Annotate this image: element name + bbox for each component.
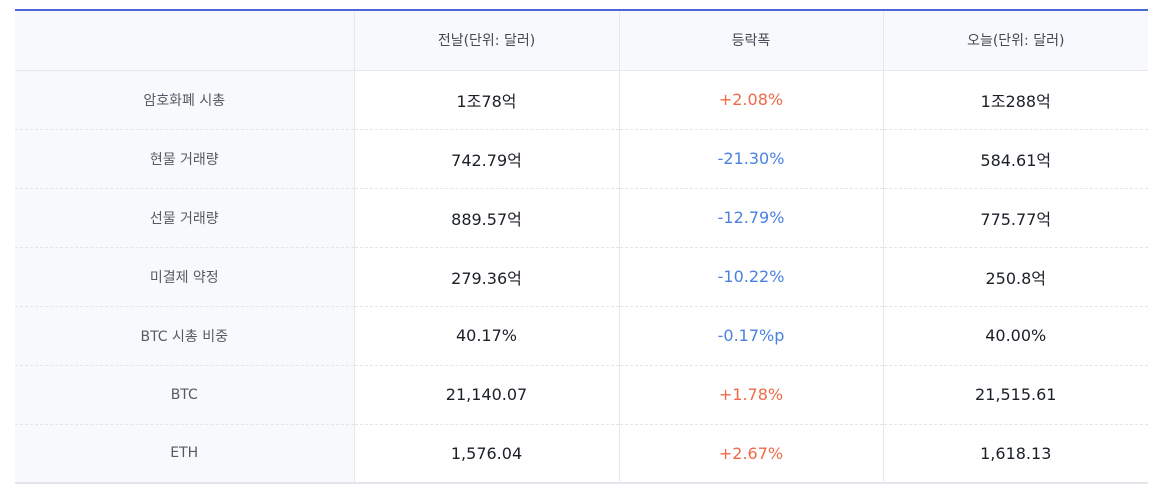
header-prev-day: 전날(단위: 달러)	[353, 10, 619, 71]
row-label: ETH	[15, 424, 354, 484]
row-label: 선물 거래량	[15, 188, 354, 248]
table-row: BTC 21,140.07 +1.78% 21,515.61	[15, 365, 1148, 425]
prev-value: 889.57억	[353, 188, 619, 248]
header-today: 오늘(단위: 달러)	[882, 10, 1148, 71]
today-value: 21,515.61	[882, 365, 1148, 425]
today-value: 584.61억	[882, 129, 1148, 189]
table-row: 미결제 약정 279.36억 -10.22% 250.8억	[15, 247, 1148, 307]
prev-value: 1,576.04	[353, 424, 619, 484]
row-label: BTC 시총 비중	[15, 306, 354, 366]
change-value: -21.30%	[618, 129, 883, 189]
prev-value: 40.17%	[353, 306, 619, 366]
change-value: +2.08%	[618, 70, 883, 130]
prev-value: 742.79억	[353, 129, 619, 189]
prev-value: 279.36억	[353, 247, 619, 307]
table-row: 암호화폐 시총 1조78억 +2.08% 1조288억	[15, 70, 1148, 130]
row-label: 미결제 약정	[15, 247, 354, 307]
header-label-column	[15, 10, 354, 71]
table-row: BTC 시총 비중 40.17% -0.17%p 40.00%	[15, 306, 1148, 366]
market-summary-table-wrapper: 전날(단위: 달러) 등락폭 오늘(단위: 달러) 암호화폐 시총 1조78억 …	[15, 9, 1148, 484]
change-value: -10.22%	[618, 247, 883, 307]
table-row: 현물 거래량 742.79억 -21.30% 584.61억	[15, 129, 1148, 189]
today-value: 1,618.13	[882, 424, 1148, 484]
today-value: 250.8억	[882, 247, 1148, 307]
header-row: 전날(단위: 달러) 등락폭 오늘(단위: 달러)	[15, 10, 1148, 71]
row-label: 현물 거래량	[15, 129, 354, 189]
table-row: ETH 1,576.04 +2.67% 1,618.13	[15, 424, 1148, 484]
header-change: 등락폭	[618, 10, 883, 71]
table-row: 선물 거래량 889.57억 -12.79% 775.77억	[15, 188, 1148, 248]
market-summary-table: 전날(단위: 달러) 등락폭 오늘(단위: 달러) 암호화폐 시총 1조78억 …	[15, 9, 1148, 484]
today-value: 40.00%	[882, 306, 1148, 366]
row-label: 암호화폐 시총	[15, 70, 354, 130]
row-label: BTC	[15, 365, 354, 425]
change-value: +1.78%	[618, 365, 883, 425]
change-value: -0.17%p	[618, 306, 883, 366]
prev-value: 21,140.07	[353, 365, 619, 425]
today-value: 1조288억	[882, 70, 1148, 130]
change-value: -12.79%	[618, 188, 883, 248]
today-value: 775.77억	[882, 188, 1148, 248]
table-header: 전날(단위: 달러) 등락폭 오늘(단위: 달러)	[15, 10, 1148, 71]
table-body: 암호화폐 시총 1조78억 +2.08% 1조288억 현물 거래량 742.7…	[15, 70, 1148, 484]
change-value: +2.67%	[618, 424, 883, 484]
prev-value: 1조78억	[353, 70, 619, 130]
